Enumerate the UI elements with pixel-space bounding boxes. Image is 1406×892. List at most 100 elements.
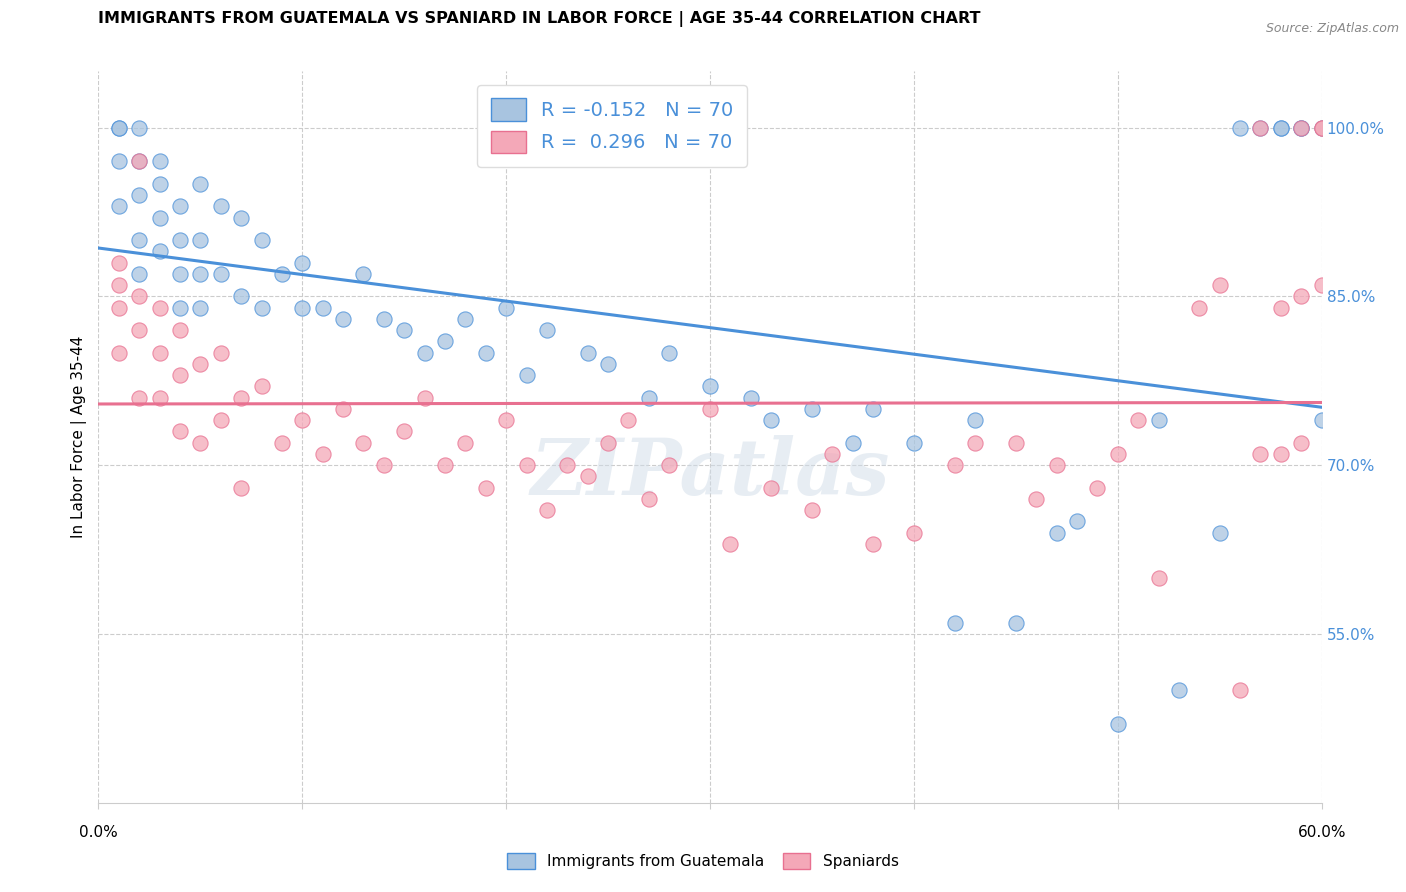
Point [1249, 447, 1271, 461]
Point [495, 413, 517, 427]
Point [373, 312, 395, 326]
Point [720, 537, 742, 551]
Point [516, 458, 538, 473]
Point [209, 199, 232, 213]
Point [801, 503, 824, 517]
Point [434, 334, 457, 349]
Point [149, 177, 172, 191]
Point [1229, 120, 1251, 135]
Point [1107, 717, 1129, 731]
Point [1249, 120, 1271, 135]
Point [1270, 120, 1292, 135]
Point [1167, 683, 1189, 698]
Point [231, 289, 253, 303]
Point [270, 267, 294, 281]
Text: 0.0%: 0.0% [79, 825, 118, 840]
Point [943, 458, 966, 473]
Point [903, 435, 925, 450]
Point [1310, 120, 1333, 135]
Point [250, 379, 273, 393]
Point [1291, 120, 1313, 135]
Point [108, 154, 131, 169]
Point [108, 301, 131, 315]
Point [188, 435, 212, 450]
Point [761, 481, 783, 495]
Point [557, 458, 579, 473]
Point [1310, 120, 1333, 135]
Point [270, 435, 294, 450]
Point [1209, 525, 1232, 540]
Point [1066, 515, 1088, 529]
Point [801, 401, 824, 416]
Text: IMMIGRANTS FROM GUATEMALA VS SPANIARD IN LABOR FORCE | AGE 35-44 CORRELATION CHA: IMMIGRANTS FROM GUATEMALA VS SPANIARD IN… [98, 12, 981, 28]
Point [699, 379, 721, 393]
Point [169, 368, 191, 383]
Point [169, 267, 191, 281]
Point [169, 199, 191, 213]
Text: ZIPatlas: ZIPatlas [530, 435, 890, 512]
Point [965, 435, 987, 450]
Point [761, 413, 783, 427]
Point [1291, 120, 1313, 135]
Point [1310, 278, 1333, 293]
Point [373, 458, 395, 473]
Point [352, 267, 374, 281]
Point [598, 435, 620, 450]
Point [1209, 278, 1232, 293]
Point [1025, 491, 1047, 506]
Point [169, 301, 191, 315]
Point [434, 458, 457, 473]
Point [516, 368, 538, 383]
Point [576, 345, 599, 359]
Point [250, 233, 273, 247]
Point [128, 323, 150, 337]
Point [536, 323, 558, 337]
Point [965, 413, 987, 427]
Point [352, 435, 374, 450]
Point [454, 312, 477, 326]
Point [291, 413, 314, 427]
Legend: R = -0.152   N = 70, R =  0.296   N = 70: R = -0.152 N = 70, R = 0.296 N = 70 [477, 85, 747, 167]
Point [413, 391, 436, 405]
Point [1045, 458, 1069, 473]
Point [128, 120, 150, 135]
Point [128, 289, 150, 303]
Point [128, 391, 150, 405]
Point [209, 413, 232, 427]
Point [1004, 615, 1026, 630]
Point [413, 345, 436, 359]
Point [149, 345, 172, 359]
Point [188, 357, 212, 371]
Point [740, 391, 762, 405]
Point [231, 481, 253, 495]
Point [149, 301, 172, 315]
Point [1147, 571, 1170, 585]
Point [638, 491, 661, 506]
Point [209, 345, 232, 359]
Point [617, 413, 640, 427]
Point [332, 401, 354, 416]
Point [169, 323, 191, 337]
Point [128, 188, 150, 202]
Point [209, 267, 232, 281]
Point [1085, 481, 1108, 495]
Point [108, 120, 131, 135]
Point [536, 503, 558, 517]
Point [108, 345, 131, 359]
Point [291, 301, 314, 315]
Point [1249, 120, 1271, 135]
Point [128, 154, 150, 169]
Point [128, 267, 150, 281]
Point [169, 233, 191, 247]
Point [1147, 413, 1170, 427]
Point [862, 537, 884, 551]
Point [658, 458, 681, 473]
Point [188, 301, 212, 315]
Point [392, 425, 416, 439]
Point [943, 615, 966, 630]
Point [1270, 301, 1292, 315]
Point [598, 357, 620, 371]
Point [291, 255, 314, 269]
Point [108, 199, 131, 213]
Point [1229, 683, 1251, 698]
